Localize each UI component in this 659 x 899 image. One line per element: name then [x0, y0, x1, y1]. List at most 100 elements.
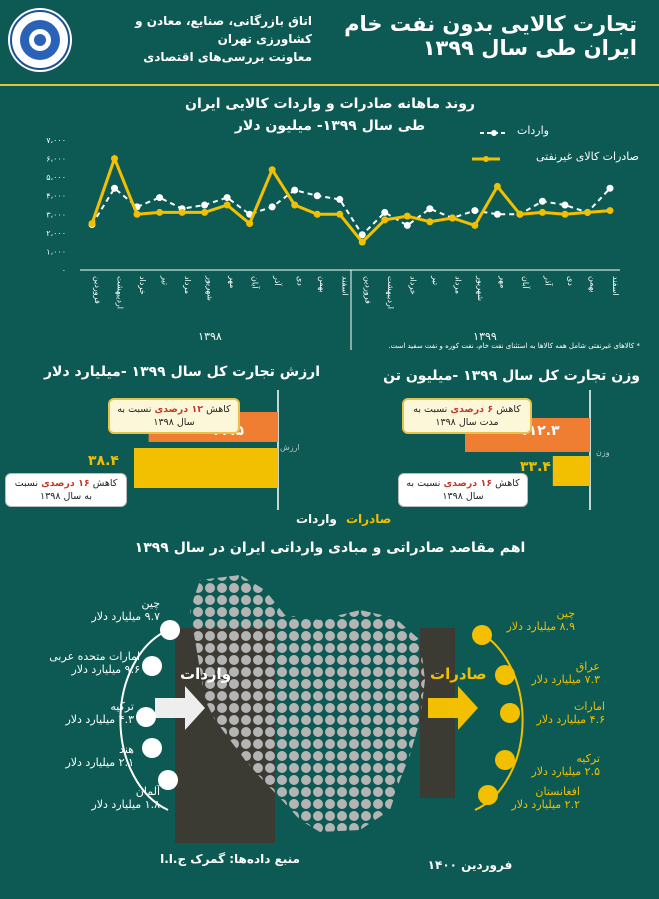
organization-name: اتاق بازرگانی، صنایع، معادن و کشاورزی ته…: [112, 12, 312, 66]
import-partner-4: هند ۲.۱ میلیارد دلار: [65, 743, 134, 769]
series-point: [426, 218, 434, 226]
series-point: [223, 194, 231, 202]
x-tick-label: تیر: [161, 275, 170, 285]
series-point: [471, 221, 479, 229]
x-tick-label: بهمن: [318, 276, 327, 293]
legend-imports-swatch: [480, 130, 508, 136]
import-partner-3: ترکیه ۴.۳ میلیارد دلار: [65, 700, 134, 726]
series-point: [268, 166, 276, 174]
series-point: [561, 201, 569, 209]
series-point: [313, 192, 321, 200]
series-point: [156, 208, 164, 216]
series-point: [223, 201, 231, 209]
weight-axis-label: وزن: [596, 448, 610, 457]
series-point: [291, 201, 299, 209]
series-point: [381, 216, 389, 224]
legend-exports-swatch: [472, 156, 500, 162]
x-tick-label: دی: [296, 276, 305, 286]
line-chart-title-2: طی سال ۱۳۹۹- میلیون دلار: [234, 118, 426, 134]
y-tick-label: ۷،۰۰۰: [46, 136, 66, 145]
x-tick-label: مرداد: [183, 276, 192, 294]
imports-arc: [119, 629, 169, 811]
series-point: [516, 210, 524, 218]
iran-map-shape: [190, 575, 425, 832]
y-tick-label: ۲،۰۰۰: [46, 229, 66, 238]
series-point: [201, 208, 209, 216]
y-tick-label: ۶،۰۰۰: [46, 155, 66, 164]
series-point: [88, 220, 96, 228]
title-line-2: ایران طی سال ۱۳۹۹: [422, 36, 637, 60]
series-point: [538, 197, 546, 205]
import-marker: [142, 738, 162, 758]
import-partner-1: چین ۹.۷ میلیارد دلار: [91, 597, 160, 623]
x-tick-label: آذر: [273, 275, 283, 286]
header-divider: [0, 84, 659, 86]
series-line: [91, 186, 611, 237]
series-point: [426, 205, 434, 213]
weight-imports-number: ۳۳.۴: [520, 459, 551, 475]
x-tick-label: تیر: [431, 275, 440, 285]
value-axis-label: ارزش: [280, 443, 300, 452]
series-point: [538, 208, 546, 216]
value-imports-number: ۳۸.۴: [88, 453, 119, 469]
export-marker: [478, 785, 498, 805]
x-tick-label: فروردین: [363, 276, 372, 304]
export-marker: [495, 750, 515, 770]
import-partner-5: آلمان ۱.۸ میلیارد دلار: [91, 785, 160, 811]
weight-imports-bar: [552, 456, 590, 486]
export-marker: [500, 703, 520, 723]
series-point: [606, 207, 614, 215]
value-legend-imports: واردات: [296, 512, 337, 526]
series-point: [403, 212, 411, 220]
x-tick-label: اردیبهشت: [386, 276, 395, 309]
chamber-logo: [8, 8, 72, 72]
series-point: [111, 184, 119, 192]
export-partner-5: افغانستان ۲.۲ میلیارد دلار: [511, 785, 580, 811]
x-tick-label: بهمن: [588, 276, 597, 293]
publish-date: فروردین ۱۴۰۰: [427, 858, 513, 872]
series-point: [246, 220, 254, 228]
legend-imports-label: واردات: [517, 124, 549, 137]
series-point: [291, 186, 299, 194]
export-partner-1: چین ۸.۹ میلیارد دلار: [506, 607, 575, 633]
x-tick-label: شهریور: [206, 275, 215, 301]
x-tick-label: آذر: [543, 275, 553, 286]
legend-exports: صادرات کالای غیرنفتی: [499, 150, 639, 163]
imports-arrow-icon: [155, 686, 205, 730]
series-line: [90, 154, 611, 245]
y-tick-label: ۰: [62, 266, 66, 275]
value-exports-callout: کاهش ۱۲ درصدی نسبت به سال ۱۳۹۸: [108, 398, 240, 434]
weight-imports-callout: کاهش ۱۶ درصدی نسبت به سال ۱۳۹۸: [398, 473, 528, 507]
series-point: [606, 184, 614, 192]
export-partner-3: امارات ۴.۶ میلیارد دلار: [536, 700, 605, 726]
legend-exports-label: صادرات کالای غیرنفتی: [535, 150, 639, 163]
export-marker: [495, 665, 515, 685]
logo-emblem-icon: [10, 10, 70, 70]
series-point: [133, 210, 141, 218]
import-marker: [136, 707, 156, 727]
year-label-1398: ۱۳۹۸: [198, 330, 222, 343]
map-area: [119, 575, 524, 843]
series-point: [336, 210, 344, 218]
weight-exports-callout: کاهش ۶ درصدی نسبت به مدت سال ۱۳۹۸: [402, 398, 532, 434]
series-point: [561, 210, 569, 218]
x-tick-label: شهریور: [476, 275, 485, 301]
series-point: [493, 210, 501, 218]
weight-title: وزن تجارت کل سال ۱۳۹۹ -میلیون تن: [383, 368, 640, 384]
exports-arrow-icon: [428, 686, 478, 730]
series-point: [156, 194, 164, 202]
series-point: [448, 214, 456, 222]
import-marker: [142, 656, 162, 676]
value-legend-exports: صادرات: [346, 512, 392, 526]
partners-title: اهم مقاصد صادراتی و مبادی وارداتی ایران …: [134, 540, 526, 556]
series-point: [358, 231, 366, 239]
series-point: [403, 221, 411, 229]
series-point: [111, 155, 119, 163]
x-tick-label: اسفند: [341, 276, 350, 296]
x-tick-label: خرداد: [408, 276, 417, 295]
series-point: [268, 203, 276, 211]
x-tick-label: خرداد: [138, 276, 147, 295]
series-point: [336, 195, 344, 203]
series-point: [493, 182, 501, 190]
